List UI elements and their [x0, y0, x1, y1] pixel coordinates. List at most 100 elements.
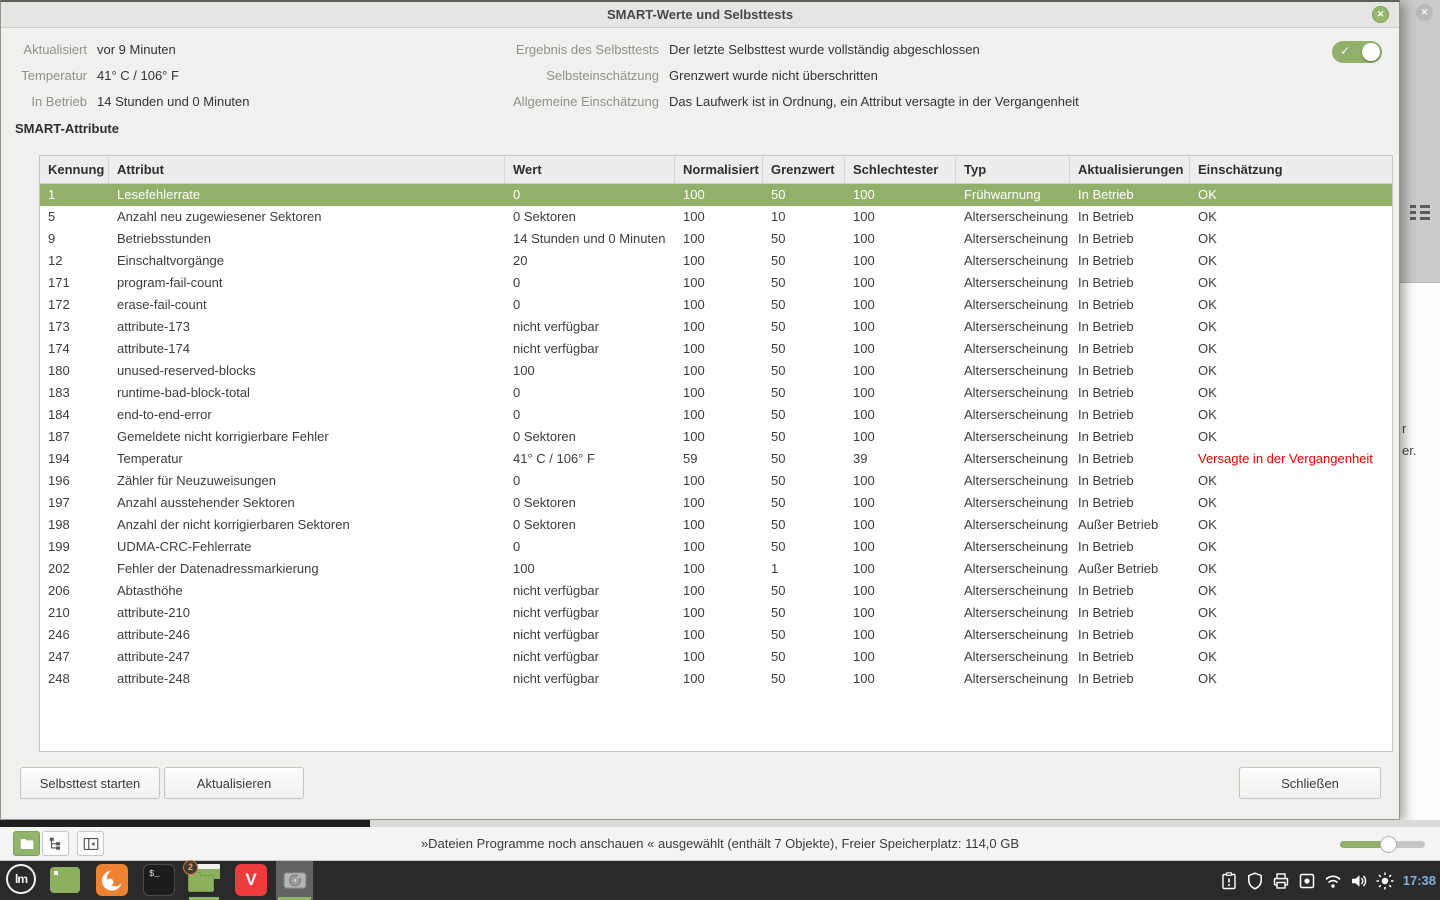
info-value: 14 Stunden und 0 Minuten [97, 93, 250, 109]
cell-type: Alterserscheinung [964, 209, 1069, 224]
disks-window-button[interactable] [276, 861, 313, 900]
firefox-icon [102, 869, 124, 891]
cell-type: Alterserscheinung [964, 297, 1069, 312]
table-row[interactable]: 9 Betriebsstunden 14 Stunden und 0 Minut… [40, 228, 1392, 250]
cell-threshold: 50 [771, 517, 786, 532]
table-row[interactable]: 173 attribute-173 nicht verfügbar 100 50… [40, 316, 1392, 338]
cell-attribute: Betriebsstunden [117, 231, 211, 246]
update-manager-icon[interactable] [1219, 871, 1239, 891]
cell-attribute: Anzahl der nicht korrigierbaren Sektoren [117, 517, 350, 532]
cell-normalized: 100 [683, 209, 705, 224]
window-count-badge: 2 [183, 860, 198, 875]
table-row[interactable]: 171 program-fail-count 0 100 50 100 Alte… [40, 272, 1392, 294]
column-header-2[interactable]: Attribut [109, 156, 505, 183]
cell-attribute: attribute-248 [117, 671, 190, 686]
cell-updates: In Betrieb [1078, 605, 1134, 620]
cell-updates: In Betrieb [1078, 495, 1134, 510]
firewall-icon[interactable] [1245, 871, 1265, 891]
table-row[interactable]: 247 attribute-247 nicht verfügbar 100 50… [40, 646, 1392, 668]
close-button[interactable]: Schließen [1239, 767, 1381, 799]
start-selftest-button[interactable]: Selbsttest starten [20, 767, 160, 799]
column-header-8[interactable]: Aktualisierungen [1070, 156, 1190, 183]
column-header-9[interactable]: Einschätzung [1198, 162, 1283, 177]
table-row[interactable]: 210 attribute-210 nicht verfügbar 100 50… [40, 602, 1392, 624]
close-icon[interactable]: ✕ [1372, 6, 1389, 23]
dialog-titlebar[interactable]: SMART-Werte und Selbsttests ✕ [1, 2, 1399, 28]
volume-icon[interactable] [1349, 871, 1369, 891]
table-row[interactable]: 246 attribute-246 nicht verfügbar 100 50… [40, 624, 1392, 646]
sidebar-places-button[interactable] [13, 831, 40, 856]
table-row[interactable]: 5 Anzahl neu zugewiesener Sektoren 0 Sek… [40, 206, 1392, 228]
zoom-slider-knob[interactable] [1380, 836, 1397, 853]
smart-attributes-table: Kennung Attribut Wert Normalisiert Grenzwert… [39, 155, 1393, 752]
cell-id: 248 [48, 671, 70, 686]
cell-id: 202 [48, 561, 70, 576]
file-manager-launcher[interactable]: 2 [183, 860, 220, 896]
cell-normalized: 59 [683, 451, 698, 466]
sidebar-tree-button[interactable] [42, 831, 69, 856]
column-header-7[interactable]: Typ [956, 156, 1070, 183]
table-row[interactable]: 194 Temperatur 41° C / 106° F 59 50 39 A… [40, 448, 1392, 470]
cell-attribute: runtime-bad-block-total [117, 385, 250, 400]
cell-normalized: 100 [683, 671, 705, 686]
cell-type: Alterserscheinung [964, 319, 1069, 334]
terminal-launcher[interactable]: $_ [143, 864, 175, 896]
cell-type: Alterserscheinung [964, 451, 1069, 466]
column-header-6[interactable]: Schlechtester [845, 156, 956, 183]
cell-attribute: Einschaltvorgänge [117, 253, 224, 268]
background-window-close-icon[interactable]: ✕ [1416, 4, 1433, 21]
table-row[interactable]: 183 runtime-bad-block-total 0 100 50 100… [40, 382, 1392, 404]
cell-value: 0 [513, 187, 521, 202]
table-row[interactable]: 174 attribute-174 nicht verfügbar 100 50… [40, 338, 1392, 360]
clock[interactable]: 17:38 [1402, 873, 1436, 888]
table-row[interactable]: 199 UDMA-CRC-Fehlerrate 0 100 50 100 Alt… [40, 536, 1392, 558]
wifi-icon[interactable] [1323, 871, 1343, 891]
mini-window-body [197, 869, 220, 879]
cell-updates: In Betrieb [1078, 429, 1134, 444]
table-row[interactable]: 196 Zähler für Neuzuweisungen 0 100 50 1… [40, 470, 1392, 492]
removable-media-icon[interactable] [1297, 871, 1317, 891]
table-row[interactable]: 187 Gemeldete nicht korrigierbare Fehler… [40, 426, 1392, 448]
firefox-launcher[interactable] [96, 864, 128, 896]
smart-enabled-toggle[interactable]: ✓ [1332, 41, 1382, 63]
mint-menu-button[interactable]: lm [6, 864, 36, 894]
cell-assessment: OK [1198, 561, 1217, 576]
table-row[interactable]: 248 attribute-248 nicht verfügbar 100 50… [40, 668, 1392, 690]
toggle-sidebar-button[interactable] [77, 831, 104, 856]
table-row[interactable]: 12 Einschaltvorgänge 20 100 50 100 Alter… [40, 250, 1392, 272]
cell-type: Alterserscheinung [964, 473, 1069, 488]
show-desktop-button[interactable] [50, 867, 80, 893]
cell-id: 171 [48, 275, 70, 290]
table-row[interactable]: 184 end-to-end-error 0 100 50 100 Alters… [40, 404, 1392, 426]
cell-threshold: 50 [771, 407, 786, 422]
refresh-button[interactable]: Aktualisieren [164, 767, 304, 799]
drive-info-left: Aktualisiert vor 9 Minuten Temperatur 41… [15, 36, 250, 114]
selection-status-text: »Dateien Programme noch anschauen « ausg… [420, 836, 1020, 851]
cell-updates: In Betrieb [1078, 539, 1134, 554]
cell-updates: In Betrieb [1078, 451, 1134, 466]
column-header-3[interactable]: Wert [505, 156, 675, 183]
table-row[interactable]: 180 unused-reserved-blocks 100 100 50 10… [40, 360, 1392, 382]
column-header-4[interactable]: Normalisiert [675, 156, 763, 183]
brightness-icon[interactable] [1375, 871, 1395, 891]
table-row[interactable]: 206 Abtasthöhe nicht verfügbar 100 50 10… [40, 580, 1392, 602]
column-header-1[interactable]: Kennung [40, 156, 109, 183]
zoom-slider[interactable] [1340, 836, 1425, 853]
cell-type: Alterserscheinung [964, 429, 1069, 444]
cell-normalized: 100 [683, 297, 705, 312]
cell-assessment: OK [1198, 517, 1217, 532]
table-row[interactable]: 197 Anzahl ausstehender Sektoren 0 Sekto… [40, 492, 1392, 514]
cell-updates: In Betrieb [1078, 385, 1134, 400]
vivaldi-launcher[interactable]: V [235, 864, 267, 896]
cell-value: nicht verfügbar [513, 583, 599, 598]
view-options-icon[interactable] [1410, 205, 1432, 221]
column-header-5[interactable]: Grenzwert [763, 156, 845, 183]
table-row[interactable]: 198 Anzahl der nicht korrigierbaren Sekt… [40, 514, 1392, 536]
cell-normalized: 100 [683, 539, 705, 554]
printer-icon[interactable] [1271, 871, 1291, 891]
table-row[interactable]: 172 erase-fail-count 0 100 50 100 Alters… [40, 294, 1392, 316]
table-row[interactable]: 202 Fehler der Datenadressmarkierung 100… [40, 558, 1392, 580]
cell-threshold: 50 [771, 671, 786, 686]
table-row[interactable]: 1 Lesefehlerrate 0 100 50 100 Frühwarnun… [40, 184, 1392, 206]
